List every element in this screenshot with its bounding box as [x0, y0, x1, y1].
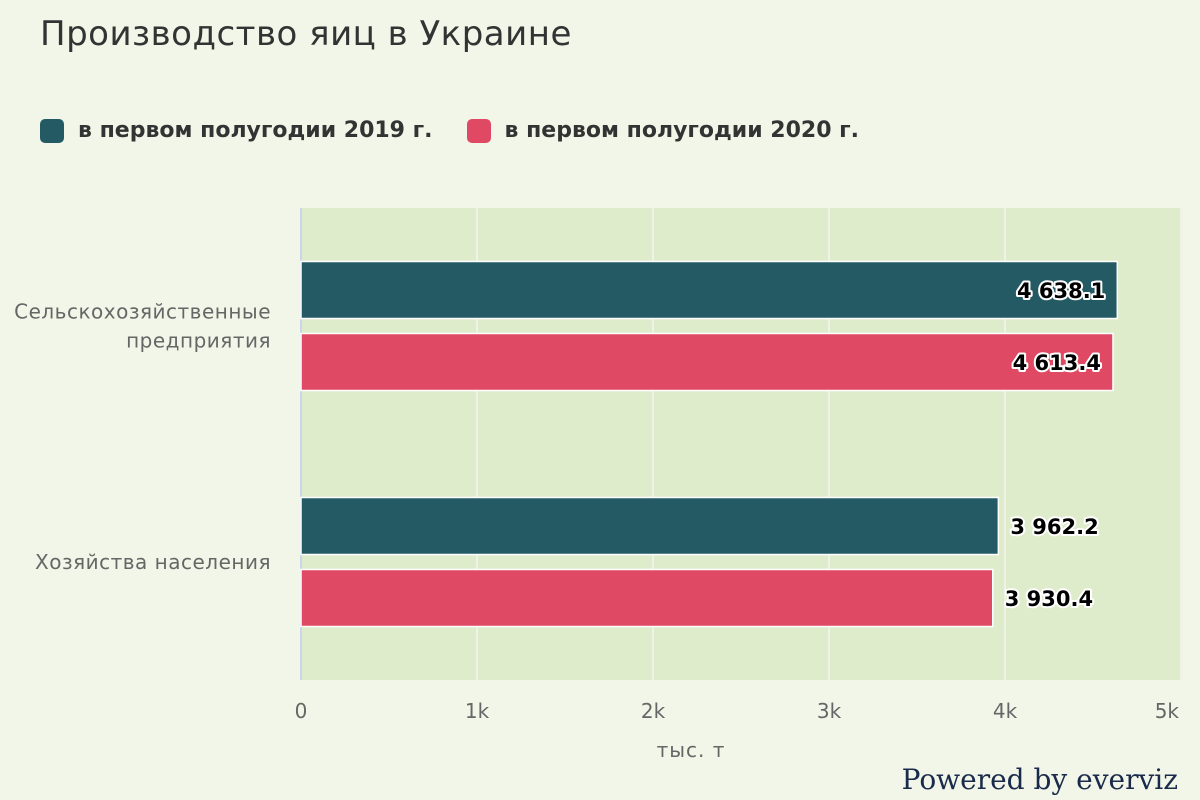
bar [300, 496, 1000, 556]
category-label: предприятия [126, 329, 271, 353]
data-label: 4 613.4 [1013, 351, 1101, 375]
legend-item-2020[interactable]: в первом полугодии 2020 г. [466, 118, 860, 143]
legend-swatch-2020 [466, 118, 491, 143]
data-label: 3 930.4 [1005, 587, 1093, 611]
x-axis-title: тыс. т [657, 738, 726, 762]
data-label: 4 638.1 [1017, 279, 1105, 303]
chart-title: Производство яиц в Украине [40, 14, 572, 54]
legend-label-2020: в первом полугодии 2020 г. [504, 118, 860, 143]
bar [300, 332, 1114, 392]
bar [300, 260, 1119, 320]
legend-label-2019: в первом полугодии 2019 г. [78, 118, 433, 143]
legend: в первом полугодии 2019 г. в первом полу… [40, 118, 859, 143]
x-tick-label: 5k [1155, 699, 1180, 723]
legend-item-2019[interactable]: в первом полугодии 2019 г. [40, 118, 433, 143]
data-label: 3 962.2 [1010, 515, 1098, 539]
category-label: Сельскохозяйственные [14, 300, 271, 324]
credit-link[interactable]: Powered by everviz [901, 763, 1178, 796]
x-tick-label: 2k [641, 699, 666, 723]
bar [300, 568, 994, 628]
x-tick-label: 0 [295, 699, 308, 723]
category-label: Хозяйства населения [35, 550, 271, 574]
legend-swatch-2019 [40, 118, 64, 143]
x-tick-label: 4k [993, 699, 1018, 723]
x-tick-label: 3k [817, 699, 842, 723]
x-tick-label: 1k [465, 699, 490, 723]
